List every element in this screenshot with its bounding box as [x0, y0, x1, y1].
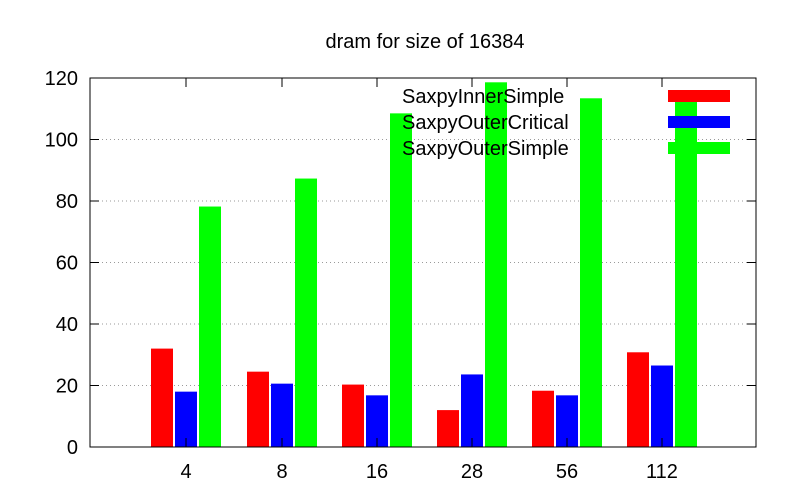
- legend-swatch-saxpyinnersimple: [668, 90, 730, 102]
- x-tick-label: 56: [556, 461, 578, 483]
- bar-saxpyinnersimple-4: [151, 348, 173, 447]
- bar-saxpyoutersimple-8: [295, 178, 317, 448]
- grid-lines: [90, 139, 756, 386]
- plot-frame: [89, 77, 757, 448]
- y-tick-label: 100: [45, 130, 78, 152]
- legend-swatch-saxpyoutercritical: [668, 116, 730, 128]
- bar-saxpyinnersimple-56: [532, 390, 554, 447]
- legend-label-saxpyinnersimple: SaxpyInnerSimple: [402, 86, 564, 108]
- bar-saxpyoutercritical-16: [366, 395, 388, 447]
- bar-saxpyoutercritical-28: [461, 374, 483, 447]
- bar-saxpyinnersimple-28: [437, 410, 459, 447]
- y-tick-label: 120: [45, 68, 78, 90]
- x-tick-label: 28: [461, 461, 483, 483]
- legend: SaxpyInnerSimple SaxpyOuterCritical SaxpyO…: [402, 86, 730, 160]
- bar-saxpyoutersimple-16: [390, 113, 412, 448]
- y-tick-label: 0: [67, 437, 78, 459]
- legend-label-saxpyoutersimple: SaxpyOuterSimple: [402, 138, 569, 160]
- y-tick-label: 40: [56, 314, 78, 336]
- chart-title: dram for size of 16384: [326, 31, 525, 53]
- x-tick-label: 16: [366, 461, 388, 483]
- bar-saxpyoutercritical-112: [651, 365, 673, 447]
- bar-saxpyoutercritical-4: [175, 391, 197, 447]
- axis-ticks: 0 20 40 60 80 100 120 4 8 16 28 56 112: [45, 68, 756, 483]
- bar-saxpyoutersimple-112: [675, 97, 697, 447]
- bar-saxpyoutersimple-28: [485, 82, 507, 448]
- x-tick-label: 8: [276, 461, 287, 483]
- bar-saxpyoutercritical-56: [556, 395, 578, 447]
- y-tick-label: 60: [56, 253, 78, 275]
- y-tick-label: 20: [56, 376, 78, 398]
- legend-label-saxpyoutercritical: SaxpyOuterCritical: [402, 112, 569, 134]
- bar-saxpyoutersimple-4: [199, 206, 221, 447]
- bar-saxpyinnersimple-16: [342, 384, 364, 447]
- legend-swatch-saxpyoutersimple: [668, 142, 730, 154]
- x-tick-label: 4: [180, 461, 191, 483]
- bar-saxpyinnersimple-112: [627, 352, 649, 447]
- y-tick-label: 80: [56, 191, 78, 213]
- x-tick-label: 112: [646, 461, 678, 483]
- bar-saxpyoutersimple-56: [580, 98, 602, 448]
- bar-saxpyoutercritical-8: [271, 383, 293, 447]
- bars: [151, 82, 697, 448]
- bar-saxpyinnersimple-8: [247, 371, 269, 447]
